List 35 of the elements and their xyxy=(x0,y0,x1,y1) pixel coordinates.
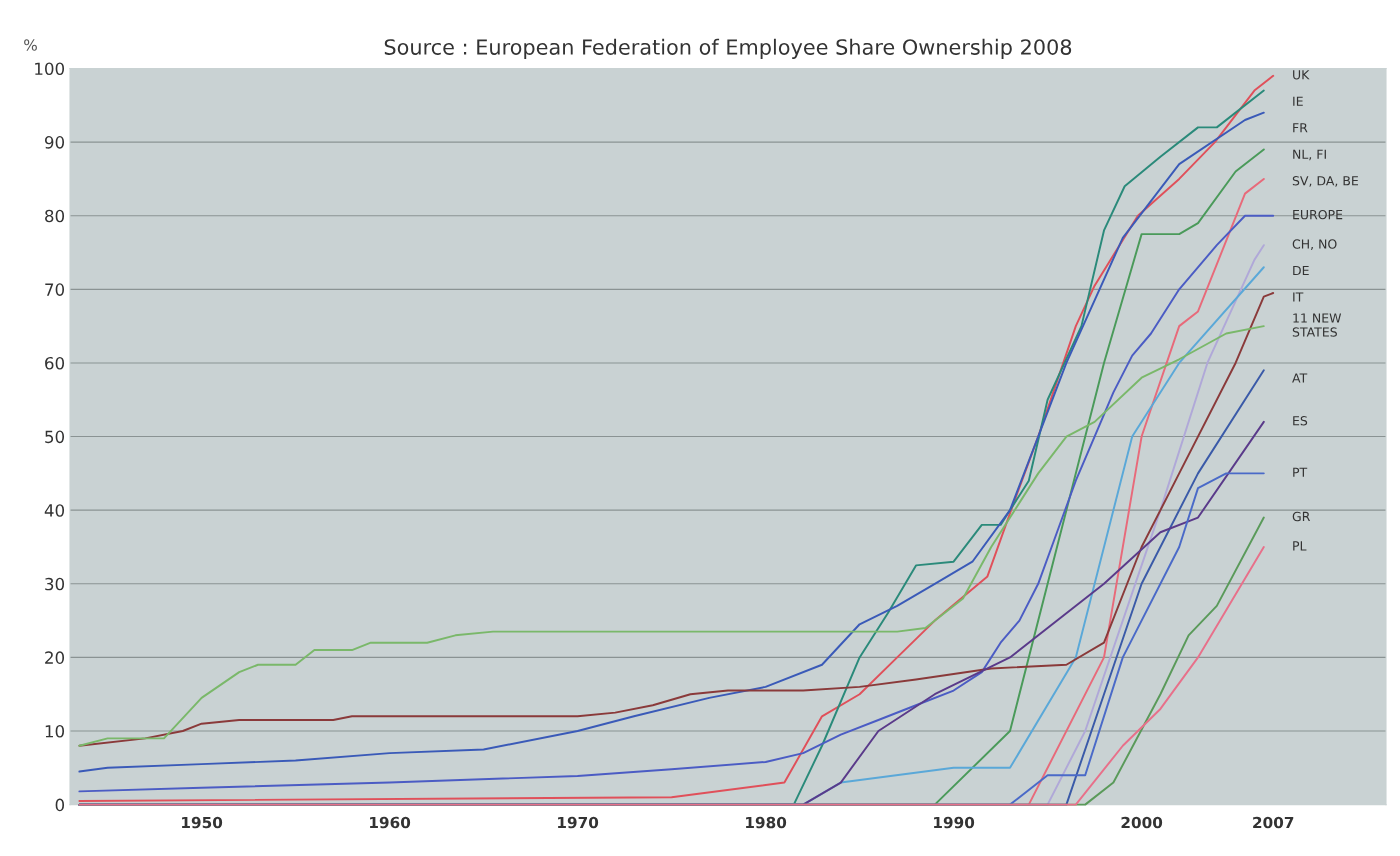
x-tick-label: 1970 xyxy=(558,816,599,829)
series-label: UK xyxy=(1293,70,1310,80)
y-tick-label: 0 xyxy=(55,798,65,812)
y-tick-label: 10 xyxy=(45,724,65,738)
x-tick-label: 1950 xyxy=(182,816,223,829)
text: 11 NEW STATES xyxy=(1292,313,1342,337)
y-tick-label: 70 xyxy=(45,283,65,296)
text: IE xyxy=(1293,96,1303,106)
y-tick-label: 50 xyxy=(45,430,65,444)
y-tick-label: 60 xyxy=(45,356,65,370)
text: AT xyxy=(1292,373,1308,383)
series-label: IT xyxy=(1293,292,1304,302)
y-tick-label: 40 xyxy=(44,504,65,517)
y-axis-title: % xyxy=(24,39,37,51)
text: PL xyxy=(1293,541,1307,551)
y-tick-label: 100 xyxy=(35,62,65,76)
text: DE xyxy=(1293,266,1309,276)
y-tick-label: 90 xyxy=(44,136,65,149)
x-tick-label: 1980 xyxy=(746,816,787,829)
x-tick-label: 1960 xyxy=(370,816,411,829)
text: CH, NO xyxy=(1292,239,1337,251)
chart-title: Source : European Federation of Employee Share Ownership 2008 xyxy=(384,38,1072,59)
y-tick-label: 20 xyxy=(45,651,65,664)
x-tick-label: 2000 xyxy=(1121,816,1163,829)
y-tick-label: 30 xyxy=(45,577,65,591)
text: FR xyxy=(1293,123,1308,133)
x-tick-label: 2007 xyxy=(1253,816,1294,829)
text: PT xyxy=(1293,467,1308,477)
text: ES xyxy=(1293,416,1308,426)
text: SV, DA, BE xyxy=(1292,176,1359,187)
series-label: EUROPE xyxy=(1293,209,1343,220)
text: NL, FI xyxy=(1293,149,1326,161)
y-tick-label: 80 xyxy=(45,209,65,223)
text: GR xyxy=(1292,511,1311,522)
x-tick-label: 1990 xyxy=(934,816,975,829)
